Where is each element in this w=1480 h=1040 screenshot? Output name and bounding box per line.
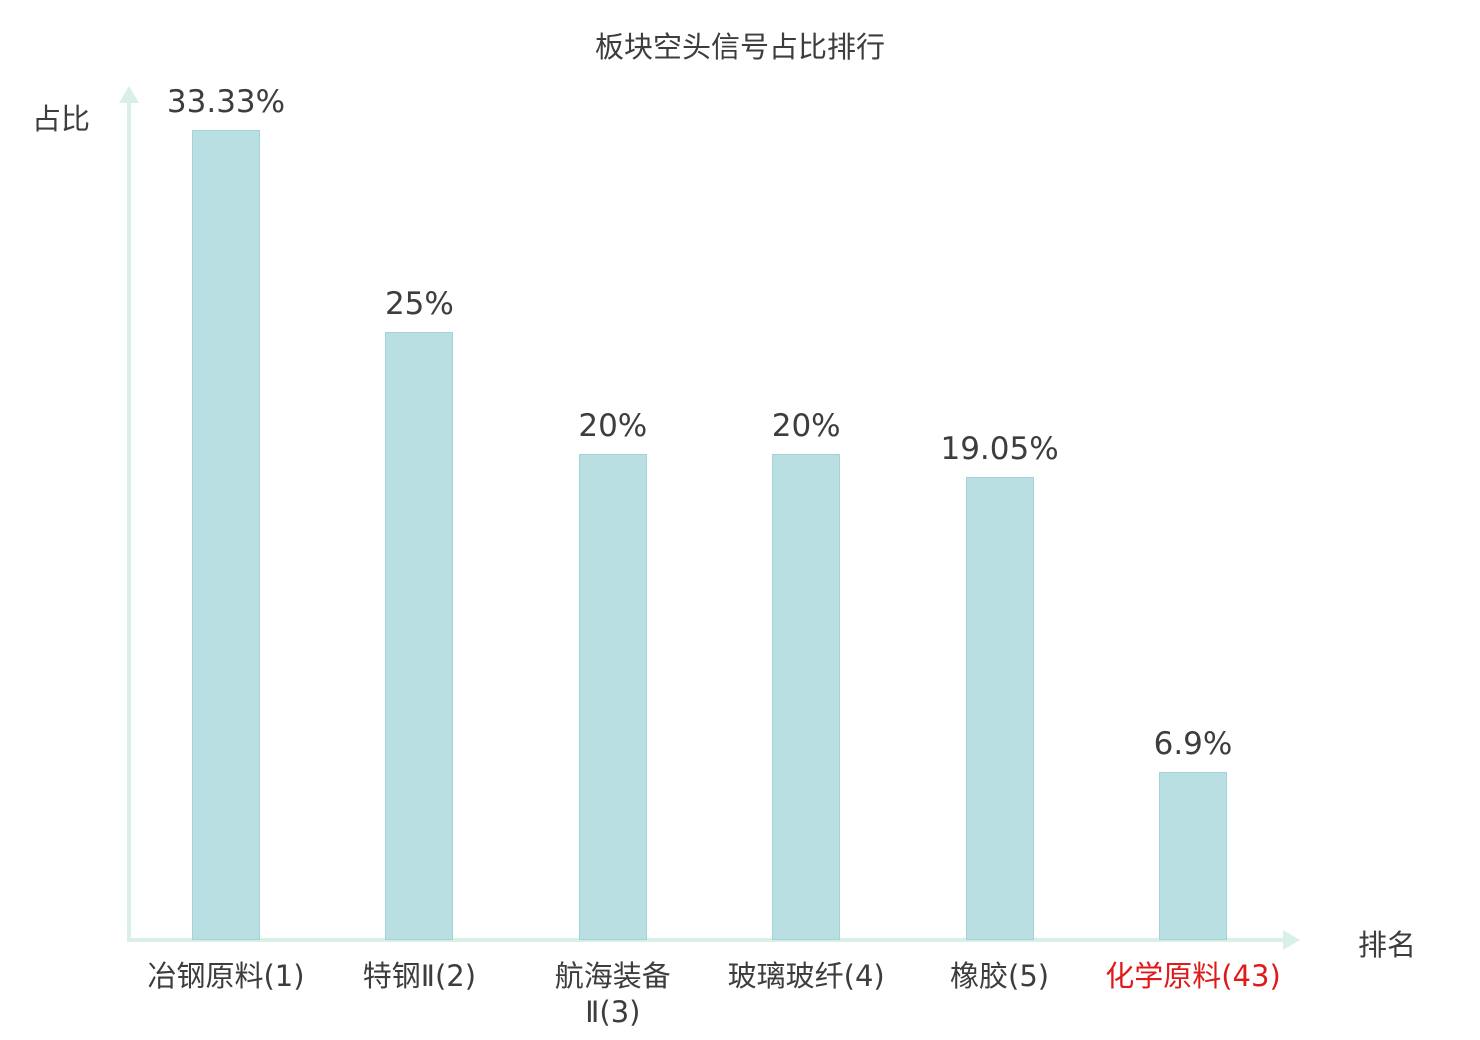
bar-category-label: 特钢Ⅱ(2) (309, 958, 529, 994)
bar (1159, 772, 1227, 940)
bar-value-label: 20% (578, 408, 648, 444)
bar (192, 130, 260, 940)
bar-category-label-line: 冶钢原料(1) (147, 959, 305, 993)
x-axis-line (127, 938, 1285, 942)
chart-title: 板块空头信号占比排行 (594, 30, 885, 64)
bar (772, 454, 841, 940)
bar-category-label: 冶钢原料(1) (116, 958, 336, 994)
y-axis-line (127, 100, 131, 942)
bar-value-label: 19.05% (940, 431, 1059, 467)
bar-value-label: 6.9% (1153, 726, 1233, 762)
bar-value-label: 25% (384, 286, 454, 322)
bar-category-label-line: 特钢Ⅱ(2) (362, 959, 477, 993)
bar (578, 454, 647, 940)
bar-value-label: 33.33% (166, 84, 286, 120)
bar (385, 332, 454, 940)
y-axis-arrow-icon (119, 86, 139, 103)
bar-category-label-line: 化学原料(43) (1105, 959, 1281, 993)
bar-category-label: 化学原料(43) (1083, 958, 1303, 994)
bar-category-label: 橡胶(5) (890, 958, 1110, 994)
bar (965, 477, 1034, 940)
y-axis-label: 占比 (32, 102, 91, 136)
bar-category-label: 玻璃玻纤(4) (696, 958, 916, 994)
bar-category-label-line: 玻璃玻纤(4) (727, 959, 885, 993)
bar-value-label: 20% (771, 408, 841, 444)
bar-category-label-line: 橡胶(5) (950, 959, 1050, 993)
x-axis-label: 排名 (1358, 928, 1417, 962)
bar-category-label-line: Ⅱ(3) (585, 995, 641, 1029)
bar-category-label-line: 航海装备 (554, 959, 671, 993)
x-axis-arrow-icon (1283, 930, 1300, 950)
bar-category-label: 航海装备 Ⅱ(3) (503, 958, 723, 1030)
